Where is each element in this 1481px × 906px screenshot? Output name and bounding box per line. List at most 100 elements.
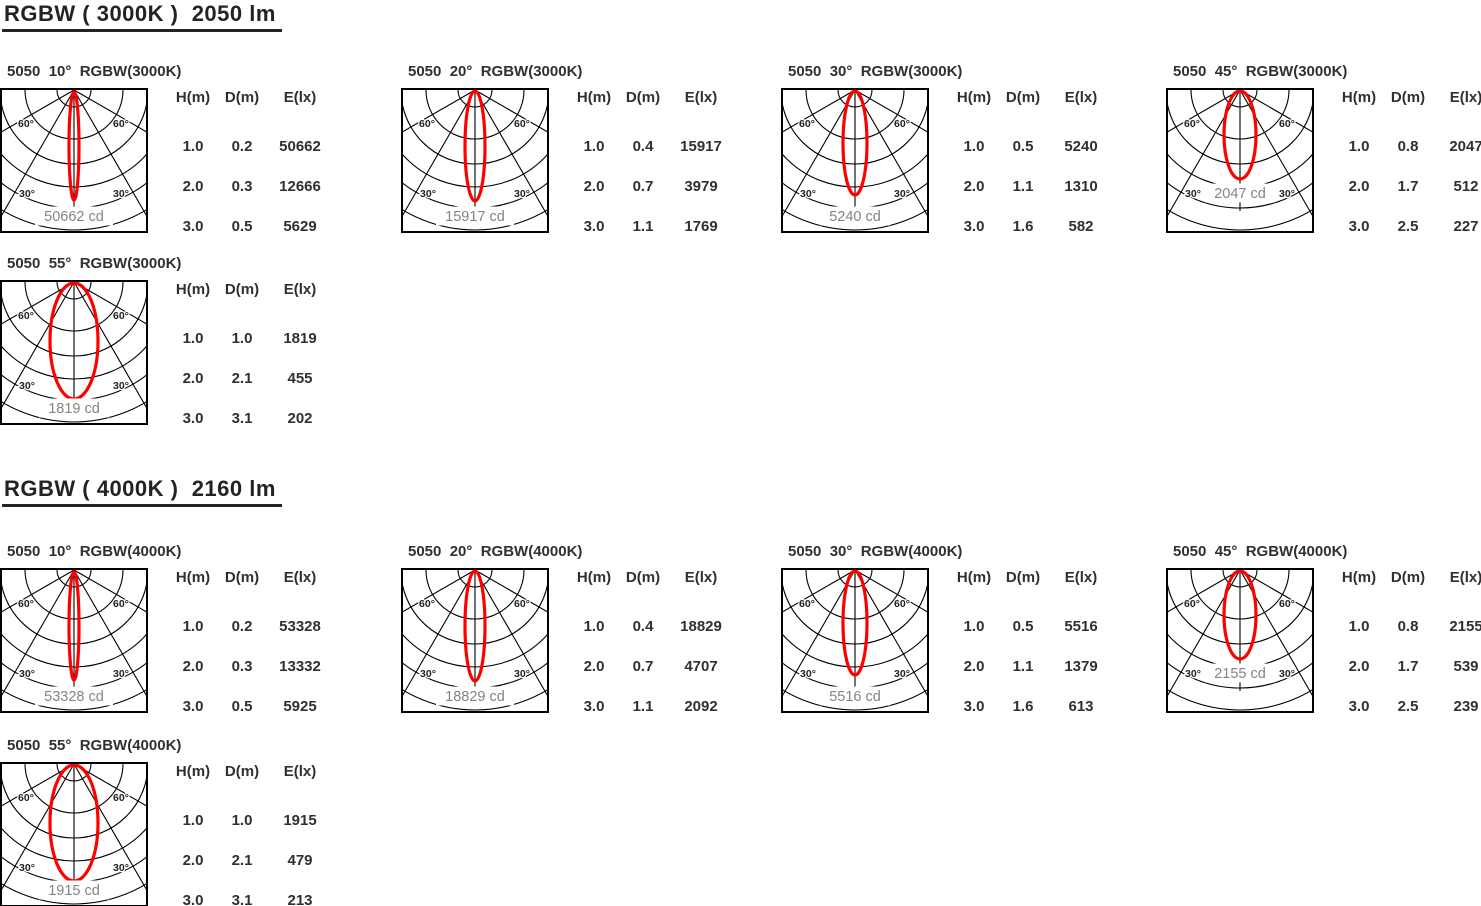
polar-grid-line xyxy=(1166,569,1241,614)
angle-label: 30° xyxy=(514,188,530,200)
cell-d: 2.1 xyxy=(231,370,253,387)
polar-grid-line xyxy=(0,763,75,894)
cd-value-label: 50662 cd xyxy=(44,209,104,225)
cd-value-label: 18829 cd xyxy=(445,689,505,705)
col-header-h: H(m) xyxy=(1341,89,1377,106)
beam-curve xyxy=(841,89,869,197)
polar-beam-diagram: 60° 60° 30° 30° 2155 cd xyxy=(1166,568,1314,713)
photometric-unit: 5050 55° RGBW(3000K) 60° 60° 30° 30° 1819 cd… xyxy=(0,254,337,439)
polar-grid-line xyxy=(73,89,148,220)
illuminance-table: H(m) D(m) E(lx) 1.0 0.5 5240 2.0 1.1 131… xyxy=(946,88,1118,247)
polar-grid-line xyxy=(73,281,148,326)
diagram-border xyxy=(0,88,148,233)
polar-grid-line xyxy=(401,89,476,134)
polar-grid-line xyxy=(781,89,856,134)
cell-d: 1.1 xyxy=(1012,658,1034,675)
cd-label-backdrop xyxy=(35,206,113,226)
angle-label: 30° xyxy=(894,668,910,680)
cell-h: 3.0 xyxy=(182,892,204,906)
cell-d: 3.1 xyxy=(231,410,253,427)
cd-value-label: 5516 cd xyxy=(829,689,881,705)
cell-d: 0.4 xyxy=(632,618,654,635)
cell-d: 1.6 xyxy=(1012,218,1034,235)
angle-label: 30° xyxy=(1185,188,1201,200)
polar-grid-arc xyxy=(0,882,148,905)
cell-e: 50662 xyxy=(279,138,321,155)
diagram-border xyxy=(401,88,549,233)
angle-label: 30° xyxy=(420,188,436,200)
polar-grid-line xyxy=(0,281,75,412)
col-header-e: E(lx) xyxy=(283,763,317,780)
illuminance-table: H(m) D(m) E(lx) 1.0 0.4 18829 2.0 0.7 47… xyxy=(566,568,738,727)
col-header-e: E(lx) xyxy=(1449,89,1481,106)
angle-label: 60° xyxy=(894,598,910,610)
cell-h: 2.0 xyxy=(182,658,204,675)
cell-h: 2.0 xyxy=(1348,658,1370,675)
cell-e: 13332 xyxy=(279,658,321,675)
col-header-h: H(m) xyxy=(175,281,211,298)
cd-label-backdrop xyxy=(1205,663,1275,683)
angle-label: 60° xyxy=(18,792,34,804)
polar-grid-line xyxy=(474,569,549,614)
cell-d: 3.1 xyxy=(231,892,253,906)
cell-e: 53328 xyxy=(279,618,321,635)
cell-e: 5240 xyxy=(1064,138,1098,155)
cd-label-backdrop xyxy=(39,398,109,418)
angle-label: 60° xyxy=(1279,598,1295,610)
cell-e: 1310 xyxy=(1064,178,1098,195)
photometric-unit: 5050 45° RGBW(3000K) 60° 60° 30° 30° 2047 cd… xyxy=(1166,62,1481,247)
photometric-unit: 5050 45° RGBW(4000K) 60° 60° 30° 30° 2155 cd… xyxy=(1166,542,1481,727)
diagram-border xyxy=(401,568,549,713)
cell-e: 455 xyxy=(287,370,313,387)
diagram-title: 5050 45° RGBW(4000K) xyxy=(1173,543,1348,560)
cell-d: 1.0 xyxy=(231,812,253,829)
polar-grid-line xyxy=(474,89,549,220)
cell-h: 2.0 xyxy=(182,178,204,195)
cell-h: 1.0 xyxy=(583,618,605,635)
cell-d: 0.3 xyxy=(231,658,253,675)
cell-d: 0.5 xyxy=(231,218,253,235)
angle-label: 30° xyxy=(800,668,816,680)
polar-grid-arc xyxy=(0,400,148,423)
polar-beam-diagram: 60° 60° 30° 30° 15917 cd xyxy=(401,88,549,233)
polar-beam-diagram: 60° 60° 30° 30° 18829 cd xyxy=(401,568,549,713)
col-header-e: E(lx) xyxy=(684,89,718,106)
angle-label: 30° xyxy=(894,188,910,200)
angle-label: 60° xyxy=(419,118,435,130)
angle-label: 60° xyxy=(18,598,34,610)
section-heading-4000k: RGBW ( 4000K ) 2160 lm xyxy=(2,477,282,507)
polar-grid-line xyxy=(401,569,476,614)
polar-grid-line xyxy=(474,89,549,134)
cell-h: 2.0 xyxy=(963,658,985,675)
cell-d: 1.0 xyxy=(231,330,253,347)
polar-grid-line xyxy=(401,569,476,700)
polar-grid-line xyxy=(1166,569,1241,700)
angle-label: 30° xyxy=(1185,668,1201,680)
col-header-h: H(m) xyxy=(1341,569,1377,586)
col-header-d: D(m) xyxy=(1390,89,1426,106)
col-header-h: H(m) xyxy=(576,569,612,586)
polar-grid-line xyxy=(474,569,549,700)
section-heading-3000k: RGBW ( 3000K ) 2050 lm xyxy=(2,2,282,32)
cell-d: 0.8 xyxy=(1397,138,1419,155)
polar-grid-arc xyxy=(1166,208,1314,231)
polar-grid-line xyxy=(0,569,75,614)
cell-h: 1.0 xyxy=(182,812,204,829)
cell-h: 3.0 xyxy=(1348,698,1370,715)
cell-h: 3.0 xyxy=(1348,218,1370,235)
cd-value-label: 53328 cd xyxy=(44,689,104,705)
cd-value-label: 1915 cd xyxy=(48,883,100,899)
cd-label-backdrop xyxy=(436,206,514,226)
col-header-e: E(lx) xyxy=(684,569,718,586)
col-header-d: D(m) xyxy=(224,281,260,298)
photometric-unit: 5050 30° RGBW(3000K) 60° 60° 30° 30° 5240 cd… xyxy=(781,62,1118,247)
polar-grid-line xyxy=(73,281,148,412)
cell-d: 0.2 xyxy=(231,618,253,635)
polar-grid-line xyxy=(1239,89,1314,134)
illuminance-table: H(m) D(m) E(lx) 1.0 0.8 2155 2.0 1.7 539… xyxy=(1331,568,1481,727)
cell-e: 2047 xyxy=(1449,138,1481,155)
polar-beam-diagram: 60° 60° 30° 30° 1915 cd xyxy=(0,762,148,906)
col-header-d: D(m) xyxy=(224,89,260,106)
angle-label: 30° xyxy=(800,188,816,200)
